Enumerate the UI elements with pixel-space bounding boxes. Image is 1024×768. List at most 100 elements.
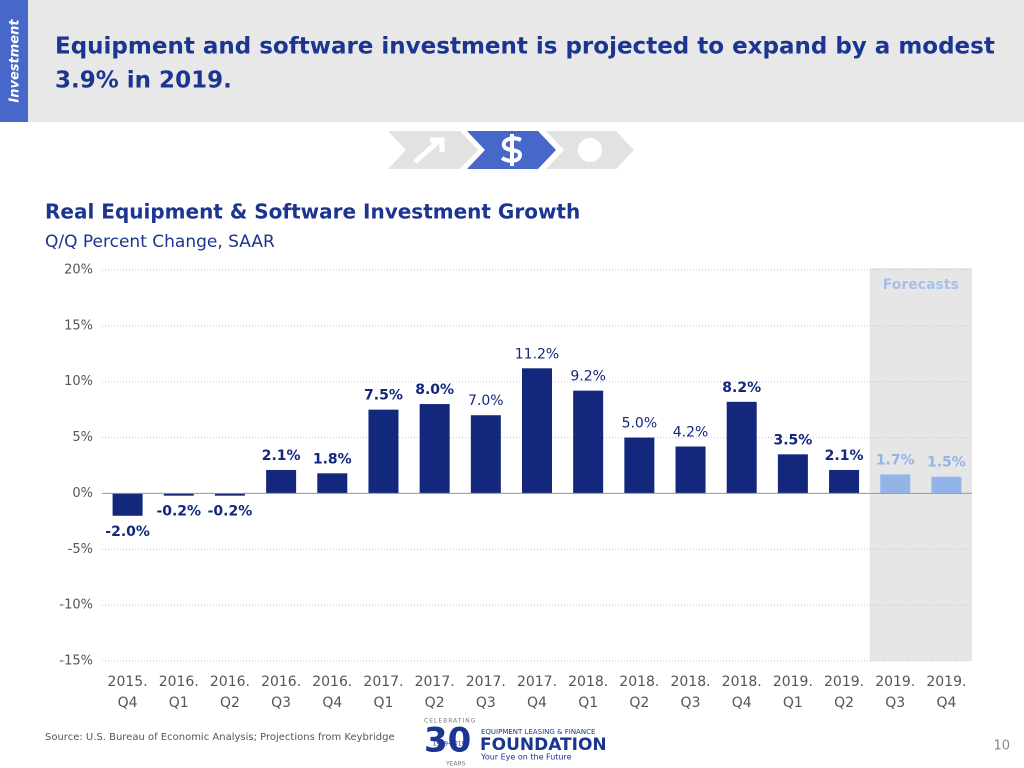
- forecast-label: Forecasts: [883, 277, 959, 293]
- bar: [419, 404, 450, 494]
- x-tick-label: 2018.: [722, 674, 762, 690]
- bar: [163, 493, 194, 496]
- x-tick-label: 2019.: [926, 674, 966, 690]
- x-tick-label: 2019.: [824, 674, 864, 690]
- x-tick-label: Q2: [220, 695, 240, 711]
- value-label: 11.2%: [515, 346, 559, 362]
- head-icon: [578, 138, 602, 162]
- y-tick-label: -10%: [59, 598, 93, 613]
- source-note: Source: U.S. Bureau of Economic Analysis…: [45, 732, 395, 743]
- bar: [829, 469, 860, 494]
- x-tick-label: Q1: [783, 695, 803, 711]
- logo-years: YEARS: [445, 761, 466, 768]
- value-label: -0.2%: [156, 504, 201, 520]
- value-label: 7.0%: [468, 393, 504, 409]
- value-label: 9.2%: [570, 369, 606, 385]
- x-tick-label: Q1: [169, 695, 189, 711]
- chart-title: Real Equipment & Software Investment Gro…: [45, 200, 580, 224]
- bar: [931, 476, 962, 494]
- bar: [624, 437, 655, 494]
- value-label: 1.8%: [313, 451, 352, 467]
- logo-number: 30: [424, 721, 471, 761]
- x-tick-label: 2018.: [619, 674, 659, 690]
- x-tick-label: 2017.: [415, 674, 455, 690]
- x-tick-label: Q3: [476, 695, 496, 711]
- x-tick-label: 2018.: [670, 674, 710, 690]
- value-label: -2.0%: [105, 524, 150, 540]
- value-label: 2.1%: [825, 448, 864, 464]
- nav-chevron: [388, 131, 478, 169]
- value-label: -0.2%: [208, 504, 253, 520]
- bar: [522, 368, 552, 494]
- bar: [573, 390, 604, 494]
- x-tick-label: Q4: [527, 695, 547, 711]
- page-number: 10: [993, 739, 1010, 754]
- bar: [112, 493, 143, 516]
- logo-name: FOUNDATION: [480, 735, 607, 755]
- bar: [368, 409, 399, 494]
- x-tick-label: Q3: [885, 695, 905, 711]
- x-tick-label: 2019.: [773, 674, 813, 690]
- logo-years-range: 1989-2019: [433, 741, 466, 748]
- x-tick-label: Q3: [271, 695, 291, 711]
- x-tick-label: 2017.: [363, 674, 403, 690]
- x-tick-label: Q1: [578, 695, 598, 711]
- x-tick-label: Q2: [629, 695, 649, 711]
- value-label: 3.5%: [773, 432, 812, 448]
- logo-org: EQUIPMENT LEASING & FINANCE: [481, 728, 595, 736]
- value-label: 1.5%: [927, 455, 966, 471]
- growth-icon: [413, 137, 445, 164]
- x-tick-label: Q3: [681, 695, 701, 711]
- bar: [470, 415, 501, 494]
- bar: [675, 446, 706, 494]
- x-tick-label: Q4: [936, 695, 956, 711]
- x-tick-label: Q1: [374, 695, 394, 711]
- chart-subtitle: Q/Q Percent Change, SAAR: [45, 232, 275, 252]
- x-tick-label: 2017.: [466, 674, 506, 690]
- y-tick-label: 10%: [64, 374, 93, 389]
- x-tick-label: Q4: [322, 695, 342, 711]
- section-tab: [0, 0, 28, 122]
- nav-icons: [388, 131, 634, 169]
- x-tick-label: 2019.: [875, 674, 915, 690]
- y-tick-label: 15%: [64, 318, 93, 333]
- x-tick-label: Q2: [425, 695, 445, 711]
- x-tick-label: 2016.: [261, 674, 301, 690]
- value-label: 5.0%: [622, 416, 658, 432]
- slide-title: 3.9% in 2019.: [55, 68, 232, 94]
- x-tick-label: 2015.: [108, 674, 148, 690]
- logo-tagline: Your Eye on the Future: [480, 753, 572, 762]
- logo-celebrating: CELEBRATING: [424, 718, 476, 725]
- bar: [880, 474, 911, 494]
- slide-title: Equipment and software investment is pro…: [55, 34, 995, 60]
- y-tick-label: 20%: [64, 263, 93, 278]
- section-label: Investment: [8, 19, 23, 103]
- bar: [317, 473, 348, 494]
- value-label: 8.0%: [415, 382, 454, 398]
- bar: [266, 469, 297, 494]
- x-tick-label: Q4: [118, 695, 138, 711]
- dollar-icon: [500, 134, 523, 166]
- value-label: 1.7%: [876, 452, 915, 468]
- value-label: 2.1%: [262, 448, 301, 464]
- x-tick-label: 2016.: [210, 674, 250, 690]
- x-tick-label: 2016.: [159, 674, 199, 690]
- bar: [777, 454, 808, 494]
- y-tick-label: 0%: [72, 486, 93, 501]
- x-tick-label: Q2: [834, 695, 854, 711]
- bar: [726, 401, 757, 494]
- x-tick-label: 2017.: [517, 674, 557, 690]
- x-tick-label: 2016.: [312, 674, 352, 690]
- x-tick-label: Q4: [732, 695, 752, 711]
- value-label: 8.2%: [722, 380, 761, 396]
- x-tick-label: 2018.: [568, 674, 608, 690]
- bar: [214, 493, 245, 496]
- header-band: [0, 0, 1024, 122]
- y-tick-label: -15%: [59, 654, 93, 669]
- forecast-region: [869, 268, 972, 661]
- y-tick-label: -5%: [68, 542, 93, 557]
- value-label: 4.2%: [673, 425, 709, 441]
- value-label: 7.5%: [364, 388, 403, 404]
